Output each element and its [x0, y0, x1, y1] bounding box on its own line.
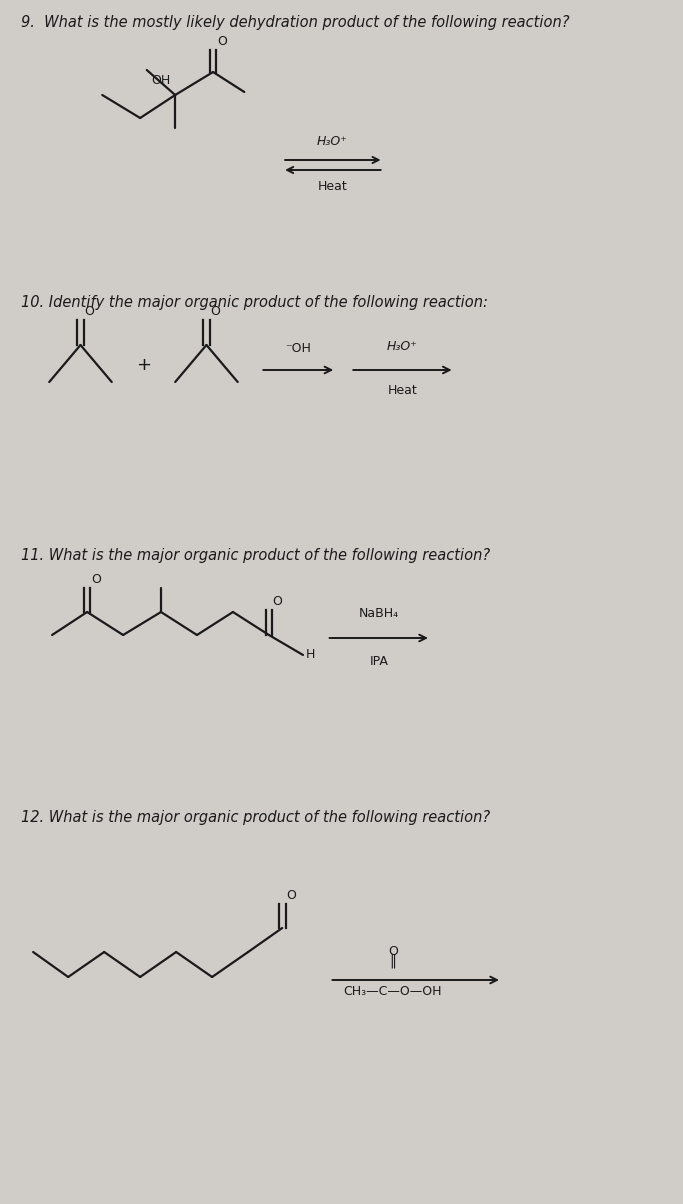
Text: O: O — [273, 595, 283, 608]
Text: H: H — [306, 649, 316, 661]
Text: CH₃—C—O—OH: CH₃—C—O—OH — [344, 985, 442, 998]
Text: IPA: IPA — [370, 655, 388, 668]
Text: 12. What is the major organic product of the following reaction?: 12. What is the major organic product of… — [21, 810, 490, 825]
Text: H₃O⁺: H₃O⁺ — [387, 340, 418, 353]
Text: NaBH₄: NaBH₄ — [359, 607, 399, 620]
Text: O: O — [217, 35, 227, 48]
Text: +: + — [137, 356, 152, 374]
Text: O: O — [91, 573, 101, 586]
Text: Heat: Heat — [318, 181, 347, 193]
Text: O: O — [388, 945, 398, 958]
Text: 10. Identify the major organic product of the following reaction:: 10. Identify the major organic product o… — [21, 295, 488, 309]
Text: O: O — [286, 889, 296, 902]
Text: OH: OH — [151, 73, 171, 87]
Text: 9.  What is the mostly likely dehydration product of the following reaction?: 9. What is the mostly likely dehydration… — [21, 14, 570, 30]
Text: ‖: ‖ — [389, 954, 396, 968]
Text: H₃O⁺: H₃O⁺ — [317, 135, 348, 148]
Text: ⁻OH: ⁻OH — [285, 342, 311, 355]
Text: O: O — [210, 305, 220, 318]
Text: O: O — [84, 305, 94, 318]
Text: Heat: Heat — [387, 384, 417, 397]
Text: 11. What is the major organic product of the following reaction?: 11. What is the major organic product of… — [21, 548, 490, 563]
